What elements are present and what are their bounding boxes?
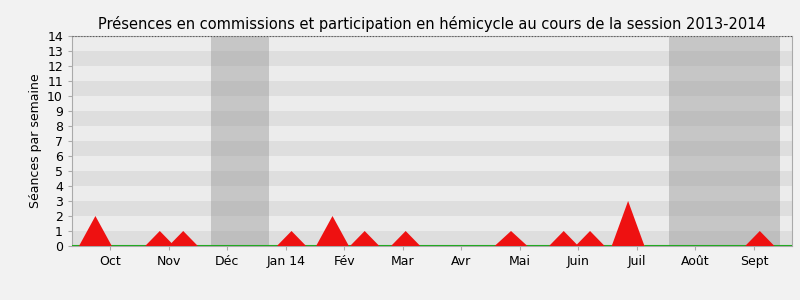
Bar: [72, 231, 792, 246]
Bar: [72, 156, 792, 171]
Polygon shape: [350, 231, 379, 246]
Bar: [72, 141, 792, 156]
Y-axis label: Séances par semaine: Séances par semaine: [29, 74, 42, 208]
Polygon shape: [391, 231, 420, 246]
Bar: [72, 81, 792, 96]
Polygon shape: [549, 231, 578, 246]
Bar: [669, 36, 728, 246]
Bar: [210, 36, 270, 246]
Bar: [72, 171, 792, 186]
Bar: [72, 111, 792, 126]
Polygon shape: [145, 231, 174, 246]
Polygon shape: [612, 201, 645, 246]
Polygon shape: [169, 231, 198, 246]
Title: Présences en commissions et participation en hémicycle au cours de la session 20: Présences en commissions et participatio…: [98, 16, 766, 32]
Polygon shape: [612, 216, 645, 246]
Bar: [72, 186, 792, 201]
Bar: [728, 36, 780, 246]
Bar: [72, 36, 792, 51]
Bar: [72, 66, 792, 81]
Polygon shape: [494, 231, 527, 246]
Bar: [72, 96, 792, 111]
Polygon shape: [79, 216, 112, 246]
Polygon shape: [277, 231, 306, 246]
Bar: [72, 201, 792, 216]
Polygon shape: [745, 231, 774, 246]
Bar: [72, 126, 792, 141]
Bar: [72, 51, 792, 66]
Polygon shape: [316, 216, 349, 246]
Bar: [72, 216, 792, 231]
Polygon shape: [575, 231, 605, 246]
